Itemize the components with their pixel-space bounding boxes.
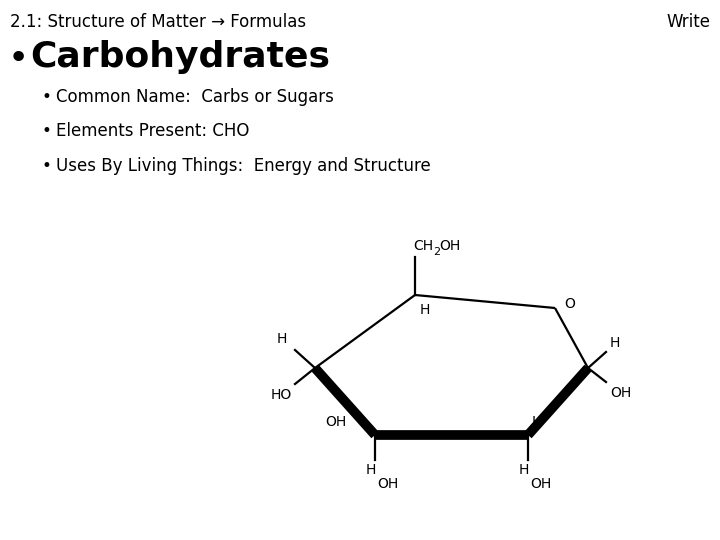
Text: OH: OH [377,477,398,491]
Text: OH: OH [530,477,552,491]
Text: OH: OH [439,239,460,253]
Text: OH: OH [325,415,347,429]
Text: •: • [8,42,30,76]
Text: •: • [42,122,52,140]
Text: Elements Present: CHO: Elements Present: CHO [56,122,249,140]
Text: O: O [564,297,575,311]
Text: CH: CH [413,239,433,253]
Text: 2.1: Structure of Matter → Formulas: 2.1: Structure of Matter → Formulas [10,13,306,31]
Text: H: H [519,463,529,477]
Text: OH: OH [610,386,631,400]
Text: Common Name:  Carbs or Sugars: Common Name: Carbs or Sugars [56,88,334,106]
Text: 2: 2 [433,247,440,257]
Text: H: H [276,332,287,346]
Text: Write: Write [666,13,710,31]
Text: H: H [532,415,542,429]
Text: H: H [420,303,431,317]
Text: HO: HO [271,388,292,402]
Text: H: H [366,463,376,477]
Text: Carbohydrates: Carbohydrates [30,40,330,74]
Text: •: • [42,157,52,175]
Text: H: H [610,336,621,350]
Text: Uses By Living Things:  Energy and Structure: Uses By Living Things: Energy and Struct… [56,157,431,175]
Text: •: • [42,88,52,106]
